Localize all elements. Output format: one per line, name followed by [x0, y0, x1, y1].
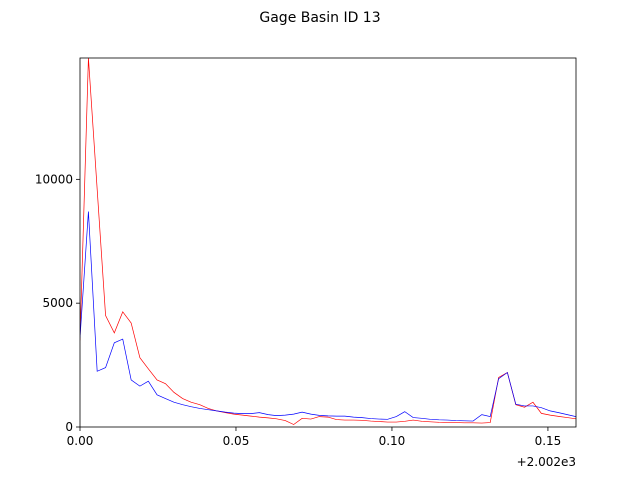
y-tick-label: 10000: [35, 172, 73, 186]
y-tick-label: 5000: [42, 296, 73, 310]
x-axis-offset-label: +2.002e3: [517, 455, 576, 469]
series-line-1: [80, 211, 576, 422]
x-tick-label: 0.15: [535, 434, 562, 448]
plot-lines: [80, 58, 576, 425]
series-line-0: [80, 58, 576, 425]
x-axis-ticks: 0.00 0.05 0.10 0.15: [67, 427, 562, 448]
y-axis-ticks: 0 5000 10000: [35, 172, 80, 434]
x-tick-label: 0.05: [223, 434, 250, 448]
y-tick-label: 0: [65, 420, 73, 434]
axes-frame: [79, 57, 577, 428]
x-tick-label: 0.00: [67, 434, 94, 448]
chart-title: Gage Basin ID 13: [259, 10, 380, 26]
x-tick-label: 0.10: [379, 434, 406, 448]
